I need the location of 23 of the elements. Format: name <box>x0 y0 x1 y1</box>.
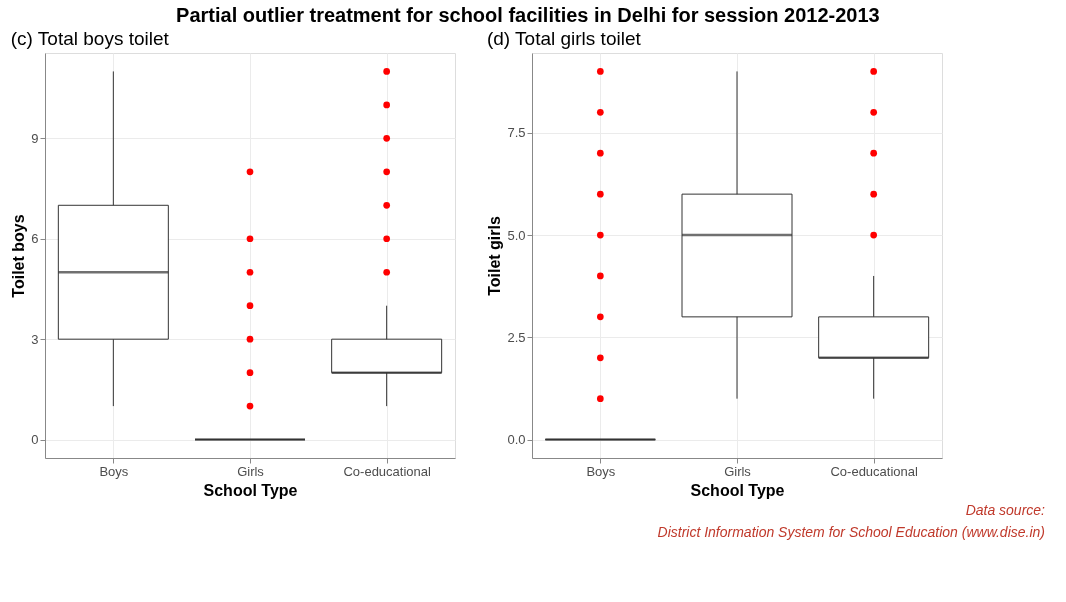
y-tick-label: 0.0 <box>507 432 526 448</box>
y-tick-label: 3 <box>31 331 39 347</box>
chart-title: (d) Total girls toilet <box>486 28 642 49</box>
y-tick-label: 7.5 <box>507 125 526 141</box>
x-axis-title: School Type <box>690 481 785 499</box>
y-axis-title: Toilet boys <box>10 214 28 298</box>
y-tick-label: 2.5 <box>507 329 526 345</box>
x-axis-title: School Type <box>203 481 298 499</box>
y-axis-title: Toilet girls <box>486 216 504 296</box>
y-tick-label: 6 <box>31 231 39 247</box>
text: Partial outlier treatment for school facilities in Delhi for session 2012-2013 <box>176 3 880 26</box>
text: District Information System for School Education (www.dise.in) <box>657 524 1045 540</box>
x-tick-label: Boys <box>99 463 129 479</box>
y-tick-label: 0 <box>31 432 39 448</box>
x-tick-label: Co-educational <box>343 463 431 479</box>
x-tick-label: Girls <box>237 463 265 479</box>
x-tick-label: Girls <box>724 463 752 479</box>
chart-title: (c) Total boys toilet <box>10 28 170 49</box>
source-note: Data source: <box>965 502 1046 518</box>
y-tick-label: 9 <box>31 130 39 146</box>
x-tick-label: Boys <box>586 463 616 479</box>
y-tick-label: 5.0 <box>507 227 526 243</box>
x-tick-label: Co-educational <box>830 463 918 479</box>
